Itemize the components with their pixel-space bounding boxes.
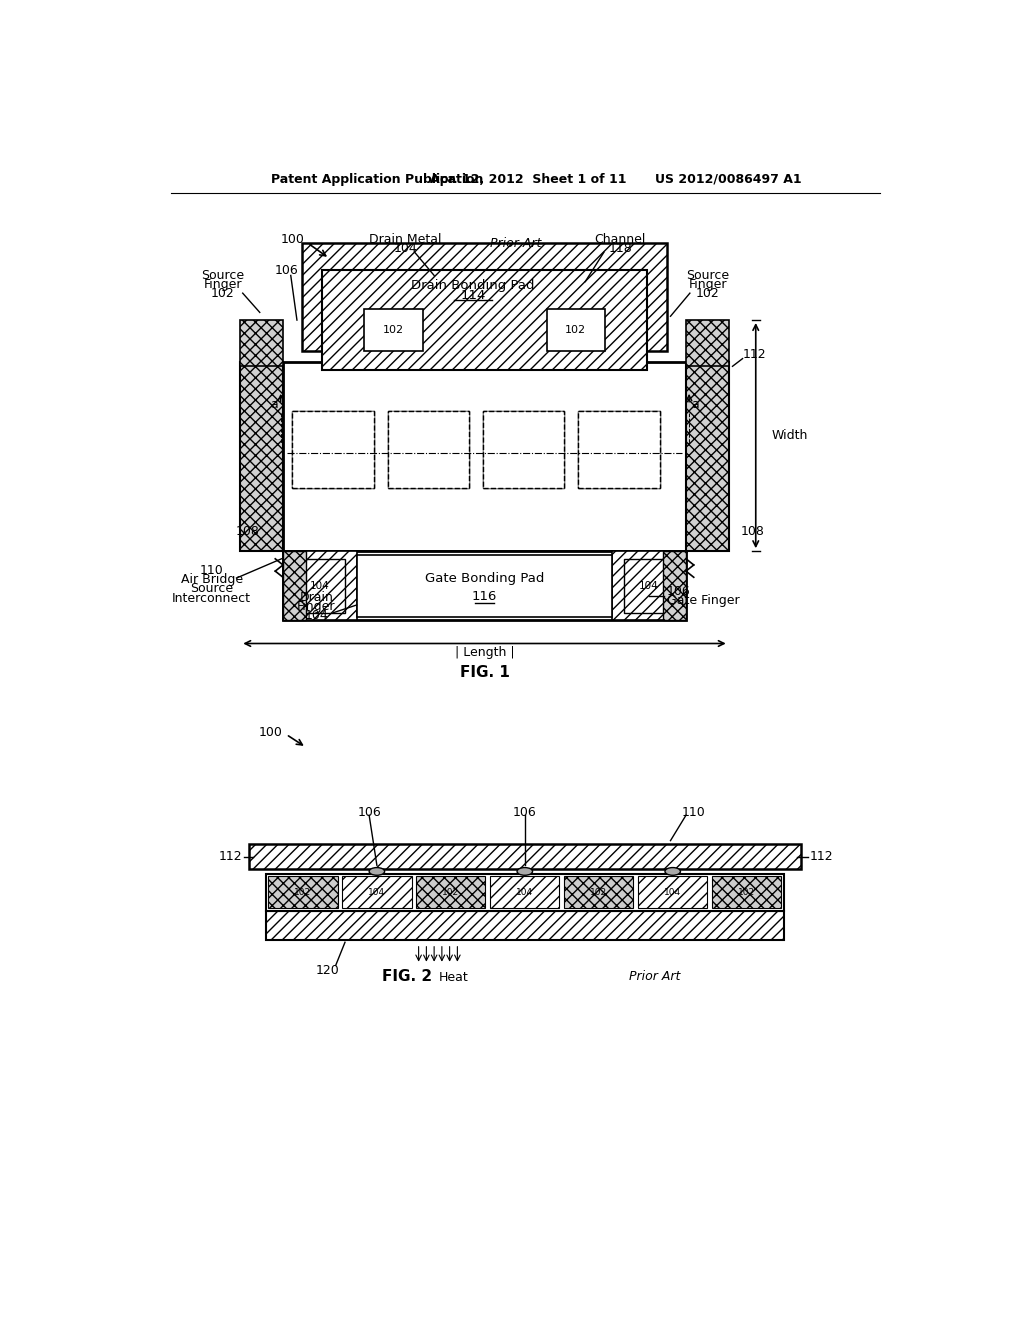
Text: Source: Source <box>201 269 244 282</box>
Text: 114: 114 <box>460 289 485 302</box>
Text: 108: 108 <box>740 525 764 539</box>
Text: 106: 106 <box>275 264 299 277</box>
Bar <box>266 874 783 911</box>
Bar <box>686 363 729 552</box>
Text: 120: 120 <box>316 964 340 977</box>
Text: Apr. 12, 2012  Sheet 1 of 11: Apr. 12, 2012 Sheet 1 of 11 <box>430 173 627 186</box>
Bar <box>564 876 634 908</box>
Ellipse shape <box>369 867 385 875</box>
Bar <box>483 411 564 487</box>
Bar <box>388 411 469 487</box>
Bar <box>365 309 423 351</box>
Text: 116: 116 <box>472 590 498 603</box>
Bar <box>712 876 781 908</box>
Text: Prior Art: Prior Art <box>630 970 681 982</box>
Bar <box>283 552 356 620</box>
Text: 104: 104 <box>665 888 681 896</box>
Bar <box>268 876 338 908</box>
Bar <box>295 558 345 612</box>
Text: 108: 108 <box>236 525 260 539</box>
Bar <box>579 411 659 487</box>
Bar <box>322 271 647 370</box>
Text: Finger: Finger <box>688 279 727 292</box>
Text: FIG. 2: FIG. 2 <box>382 969 432 983</box>
Text: 110: 110 <box>200 564 223 577</box>
Bar <box>283 552 306 620</box>
Text: 104: 104 <box>393 242 418 255</box>
Text: 102: 102 <box>442 888 460 896</box>
Bar <box>663 552 686 620</box>
Bar <box>292 411 374 487</box>
Bar <box>292 411 374 487</box>
Text: a: a <box>270 399 278 412</box>
Text: Heat: Heat <box>438 970 468 983</box>
Text: Width: Width <box>771 429 808 442</box>
Bar <box>612 552 686 620</box>
Ellipse shape <box>517 867 532 875</box>
Text: Finger: Finger <box>297 601 336 612</box>
Text: Drain Bonding Pad: Drain Bonding Pad <box>411 279 535 292</box>
Bar <box>283 363 686 552</box>
Bar <box>283 552 686 620</box>
Text: Interconnect: Interconnect <box>172 591 251 605</box>
Text: 102: 102 <box>211 288 234 301</box>
Text: Source: Source <box>686 269 729 282</box>
Text: 118: 118 <box>608 242 632 255</box>
Bar <box>416 876 485 908</box>
Text: Air Bridge: Air Bridge <box>180 573 243 586</box>
Text: 100: 100 <box>281 232 305 246</box>
Text: Gate Bonding Pad: Gate Bonding Pad <box>425 572 544 585</box>
Text: 106: 106 <box>667 585 690 598</box>
Bar <box>249 845 801 869</box>
Text: Prior Art: Prior Art <box>489 236 542 249</box>
Text: 106: 106 <box>513 805 537 818</box>
Ellipse shape <box>665 867 681 875</box>
Text: | Length |: | Length | <box>455 645 514 659</box>
Text: 104: 104 <box>304 610 329 622</box>
Bar <box>490 876 559 908</box>
Text: 112: 112 <box>742 348 766 362</box>
Text: Source: Source <box>190 582 233 595</box>
Text: 102: 102 <box>590 888 607 896</box>
Text: 110: 110 <box>682 805 706 818</box>
Text: Drain Metal: Drain Metal <box>370 232 441 246</box>
Bar <box>356 554 612 616</box>
Bar <box>624 558 675 612</box>
Text: 106: 106 <box>357 805 381 818</box>
Bar <box>686 321 729 367</box>
Text: Patent Application Publication: Patent Application Publication <box>271 173 483 186</box>
Bar <box>388 411 469 487</box>
Text: a: a <box>691 399 699 412</box>
Text: 104: 104 <box>310 581 330 591</box>
Text: 104: 104 <box>639 581 659 591</box>
Text: Finger: Finger <box>204 279 242 292</box>
Text: 102: 102 <box>383 325 404 335</box>
Bar <box>302 243 667 351</box>
Text: 104: 104 <box>516 888 534 896</box>
Text: 112: 112 <box>810 850 834 863</box>
Text: US 2012/0086497 A1: US 2012/0086497 A1 <box>655 173 802 186</box>
Text: Channel: Channel <box>595 232 646 246</box>
Bar <box>241 321 283 367</box>
Text: 102: 102 <box>738 888 756 896</box>
Bar <box>266 911 783 940</box>
Text: 102: 102 <box>696 288 720 301</box>
Bar <box>342 876 412 908</box>
Text: 100: 100 <box>259 726 283 739</box>
Text: FIG. 1: FIG. 1 <box>460 665 509 680</box>
Bar <box>579 411 659 487</box>
Bar <box>638 876 708 908</box>
Text: 102: 102 <box>565 325 586 335</box>
Text: 104: 104 <box>369 888 385 896</box>
Text: 112: 112 <box>219 850 243 863</box>
Bar <box>547 309 604 351</box>
Text: Drain: Drain <box>299 591 333 603</box>
Text: 102: 102 <box>294 888 311 896</box>
Text: Gate Finger: Gate Finger <box>667 594 739 607</box>
Bar <box>483 411 564 487</box>
Bar <box>241 363 283 552</box>
